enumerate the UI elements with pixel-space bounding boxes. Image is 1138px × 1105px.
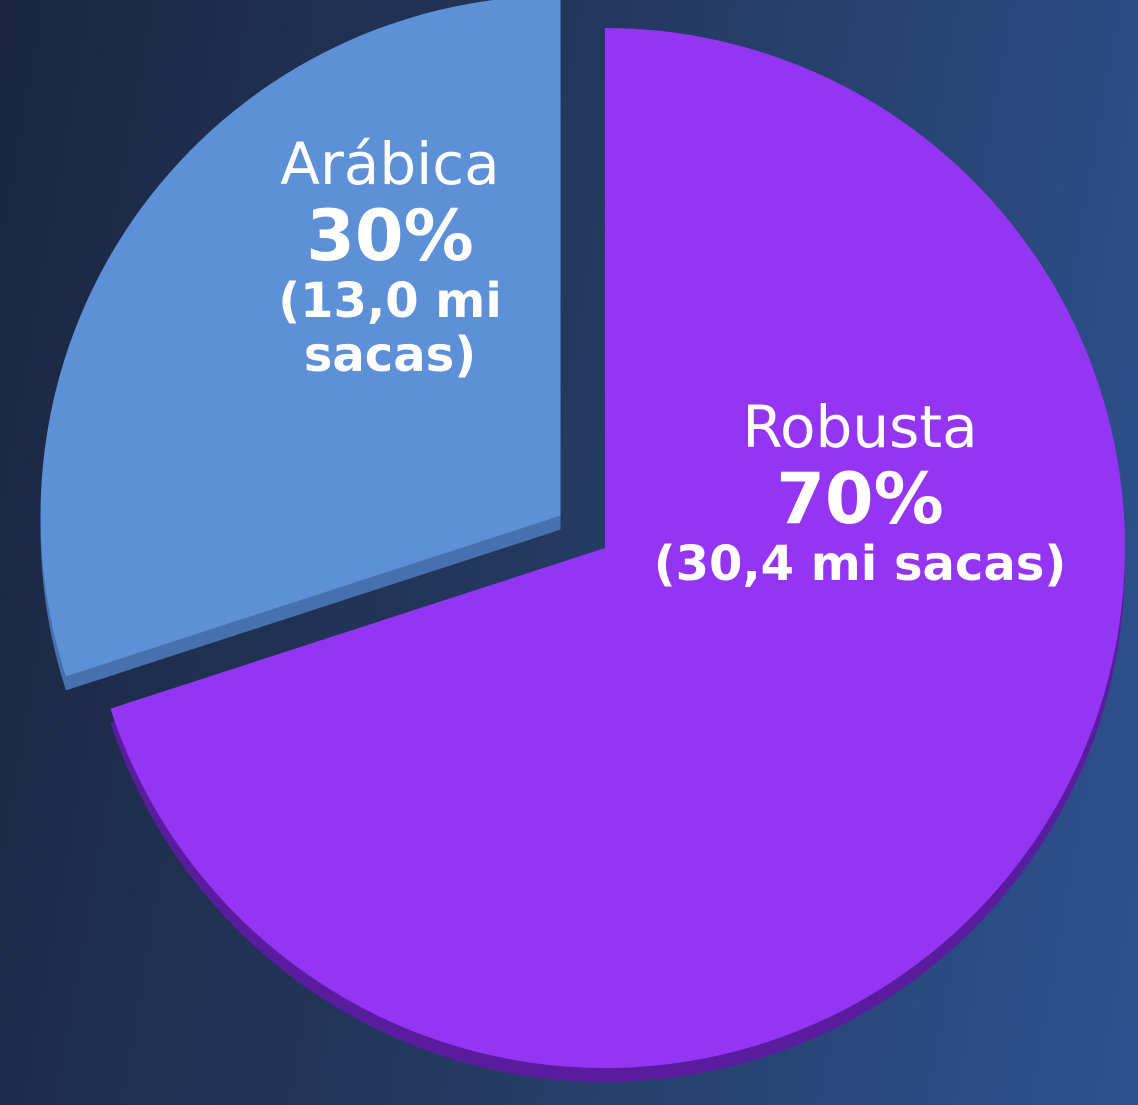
- value-label: 70%: [776, 457, 944, 540]
- detail-label: (30,4 mi sacas): [653, 536, 1067, 593]
- slice: [40, 0, 561, 677]
- detail-label: (13,0 mi sacas): [278, 273, 502, 384]
- category-label: Robusta: [742, 393, 978, 461]
- slice: [110, 28, 1125, 1068]
- label-arabica: Arábica 30% (13,0 mi sacas): [235, 132, 545, 383]
- label-robusta: Robusta 70% (30,4 mi sacas): [600, 395, 1120, 592]
- value-label: 30%: [306, 194, 474, 277]
- category-label: Arábica: [280, 130, 500, 198]
